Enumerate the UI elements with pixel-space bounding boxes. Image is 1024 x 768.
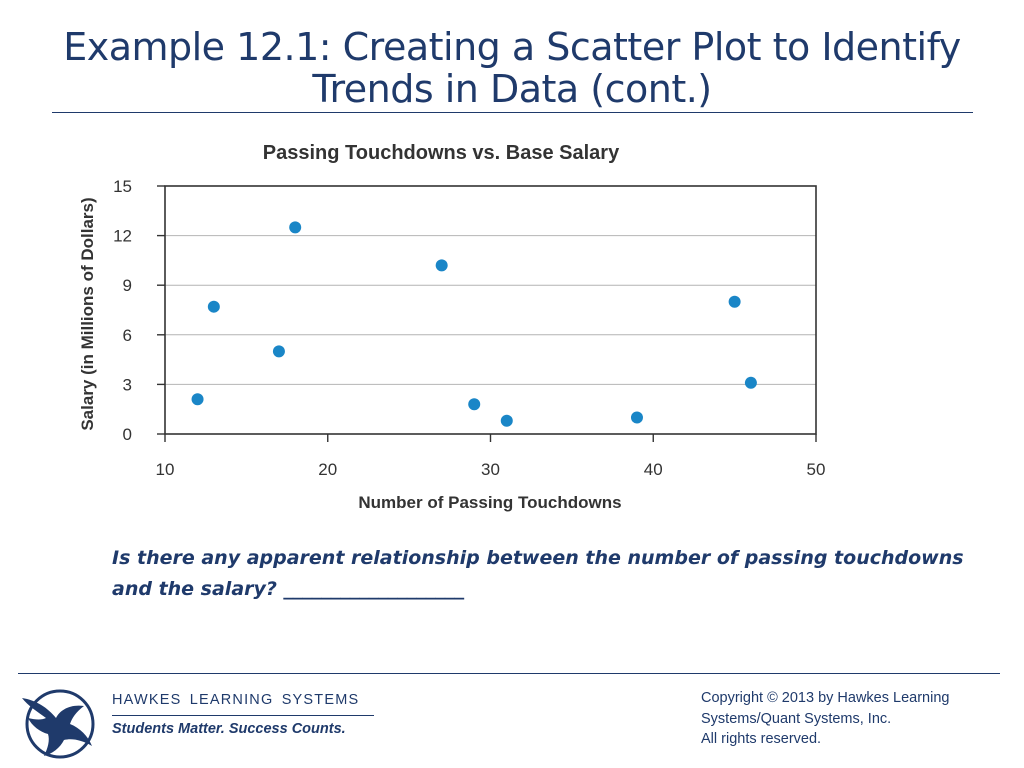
data-point	[468, 398, 481, 411]
data-points	[191, 221, 757, 427]
data-point	[191, 393, 204, 406]
data-point	[744, 376, 757, 389]
y-tick-label: 3	[123, 375, 132, 394]
data-point	[630, 411, 643, 424]
y-tick-label: 12	[113, 227, 132, 246]
data-point	[435, 259, 448, 272]
copyright-line: Copyright © 2013 by Hawkes Learning	[701, 690, 950, 706]
data-point	[207, 300, 220, 313]
y-tick-label: 15	[113, 177, 132, 196]
copyright-notice: Copyright © 2013 by Hawkes Learning Syst…	[701, 688, 1011, 750]
copyright-line: Systems/Quant Systems, Inc.	[701, 710, 892, 727]
x-tick-label: 30	[481, 460, 500, 479]
y-tick-label: 0	[123, 425, 132, 444]
brand-underline	[112, 715, 374, 716]
gridlines	[157, 185, 817, 442]
copyright-line: All rights reserved.	[701, 731, 822, 747]
scatter-chart: Passing Touchdowns vs. Base Salary 0 3 6 9 1…	[78, 142, 826, 512]
y-tick-labels: 0 3 6 9 12 15	[113, 177, 132, 444]
title-divider	[52, 112, 973, 113]
y-tick-label: 6	[123, 326, 132, 345]
question-text: Is there any apparent relationship betwe…	[112, 547, 964, 600]
x-tick-label: 10	[156, 460, 175, 479]
hawk-logo-icon	[22, 689, 95, 759]
brand-tagline: Students Matter. Success Counts.	[112, 721, 346, 737]
x-tick-label: 40	[644, 460, 663, 479]
x-tick-label: 50	[807, 460, 826, 479]
data-point	[272, 345, 285, 358]
footer-divider	[18, 673, 1000, 674]
x-axis-label: Number of Passing Touchdowns	[358, 493, 621, 512]
y-axis-label: Salary (in Millions of Dollars)	[78, 197, 97, 430]
data-point	[500, 414, 513, 427]
plot-frame	[164, 185, 817, 435]
brand-name: HAWKES LEARNING SYSTEMS	[112, 692, 360, 708]
slide-title: Example 12.1: Creating a Scatter Plot to…	[63, 25, 961, 111]
x-tick-label: 20	[318, 460, 337, 479]
y-tick-label: 9	[123, 276, 132, 295]
data-point	[289, 221, 302, 234]
data-point	[728, 295, 741, 308]
chart-title: Passing Touchdowns vs. Base Salary	[263, 142, 620, 164]
x-tick-labels: 10 20 30 40 50	[156, 460, 826, 479]
